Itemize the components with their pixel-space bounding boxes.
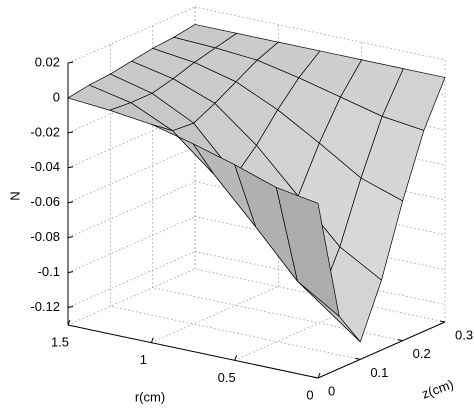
x-tick-label: 0.5 [218, 370, 236, 385]
grid-line [67, 181, 196, 239]
tick-mark [67, 319, 71, 326]
grid-line [67, 251, 196, 308]
z-tick-label: 0.02 [35, 54, 60, 69]
z-tick-label: -0.04 [30, 159, 60, 174]
tick-mark [67, 201, 74, 204]
grid-line [67, 6, 196, 64]
x-axis-label: r(cm) [135, 389, 165, 404]
x-tick-label: 1.5 [51, 334, 69, 349]
tick-mark [312, 376, 319, 379]
tick-mark [397, 339, 403, 342]
grid-line [194, 6, 446, 61]
tick-mark [317, 372, 321, 379]
z-tick-label: -0.12 [30, 299, 60, 314]
grid-line [152, 287, 403, 342]
grid-line [67, 146, 196, 204]
grid-line [194, 251, 446, 305]
tick-mark [67, 131, 74, 134]
tick-mark [355, 357, 361, 360]
z-tick-label: -0.08 [30, 229, 60, 244]
axis-line [67, 324, 319, 379]
y-tick-label: 0 [328, 383, 335, 398]
grid-line [67, 111, 196, 169]
tick-mark [67, 61, 74, 64]
y-tick-label: 0.1 [370, 365, 388, 380]
z-tick-label: 0 [53, 89, 60, 104]
z-tick-label: -0.06 [30, 194, 60, 209]
tick-mark [150, 337, 154, 343]
grid-line [110, 305, 361, 360]
tick-mark [67, 306, 74, 309]
grid-line [67, 216, 196, 273]
surface-patch [275, 186, 340, 318]
z-tick-label: -0.1 [38, 264, 60, 279]
grid-line [194, 268, 446, 323]
tick-mark [67, 166, 74, 169]
y-tick-label: 0.3 [455, 327, 473, 342]
tick-mark [439, 320, 446, 323]
axis-line [317, 321, 446, 379]
z-axis-label: N [7, 191, 22, 200]
z-tick-label: -0.02 [30, 124, 60, 139]
y-axis-label: z(cm) [420, 376, 456, 401]
tick-mark [67, 236, 74, 239]
grid-line [67, 268, 196, 326]
tick-mark [234, 355, 238, 361]
grid-line [194, 216, 446, 270]
tick-mark [67, 271, 74, 274]
grid-line [234, 303, 362, 361]
x-tick-label: 0 [306, 387, 313, 402]
grid-line [194, 181, 446, 236]
grid-line [151, 286, 279, 344]
y-tick-label: 0.2 [413, 346, 431, 361]
x-tick-label: 1 [140, 352, 147, 367]
